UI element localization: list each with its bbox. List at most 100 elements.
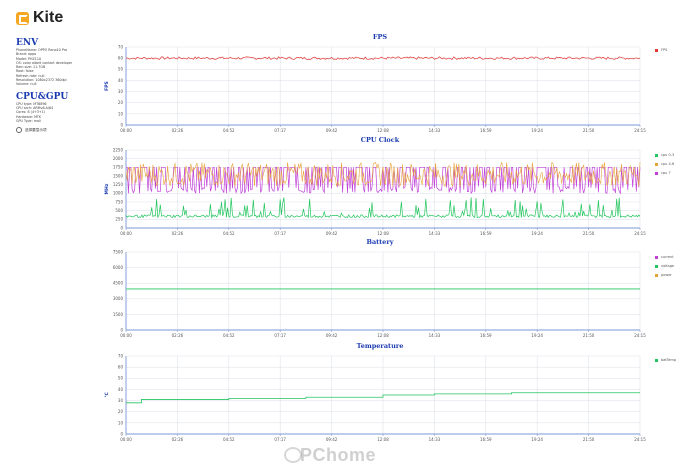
y-tick-label: 60	[118, 365, 124, 370]
y-tick-label: 0	[120, 122, 123, 127]
legend-swatch	[655, 255, 658, 259]
y-tick-label: 0	[120, 225, 123, 230]
x-tick-label: 09:42	[326, 128, 338, 133]
env-line: PhoneName: OPPO Reno10 Pro	[16, 48, 68, 52]
cpu-clock-plot: 2250 2000 1750 1500 1250 1000 750 500 250 000:00 0…	[104, 147, 646, 236]
y-tick-label: 3000	[113, 296, 124, 301]
cpugpu-line: CPU arch: ARMv8-A/64	[16, 105, 54, 110]
legend-item-cpu-0-3[interactable]: cpu 0-3	[655, 153, 674, 157]
cpu-legend: cpu 0-3 cpu 4-6 cpu 7	[655, 153, 674, 180]
legend-item-voltage[interactable]: voltage	[655, 264, 674, 268]
x-tick-label: 19:24	[531, 333, 543, 338]
y-tick-label: 50	[118, 376, 124, 381]
series-battemp	[126, 392, 640, 404]
series-cpu-0-3	[125, 197, 641, 219]
legend-item-cpu-4-6[interactable]: cpu 4-6	[655, 162, 674, 166]
x-tick-label: 12:08	[377, 128, 389, 133]
y-tick-label: 750	[115, 199, 123, 204]
device-info-panel: ENV PhoneName: OPPO Reno10 Pro Brand: op…	[16, 38, 111, 134]
x-tick-label: 12:08	[377, 437, 389, 442]
y-tick-label: 60	[118, 56, 124, 61]
y-tick-label: 1500	[113, 173, 124, 178]
kite-logo-icon	[16, 11, 29, 25]
legend-swatch	[655, 162, 658, 166]
y-tick-label: 6000	[113, 265, 124, 270]
radio-icon[interactable]	[16, 127, 22, 134]
y-tick-label: 50	[118, 67, 124, 72]
x-tick-label: 19:24	[531, 128, 543, 133]
cpu-clock-chart: CPU Clock 2250 2000 1750 1500 1250 1000 750 500…	[100, 136, 674, 240]
y-tick-label: 500	[115, 208, 123, 213]
y-tick-label: 2000	[113, 156, 124, 161]
cpugpu-line: Hardware: MTK	[16, 114, 42, 119]
x-tick-label: 00:00	[120, 231, 132, 236]
x-tick-label: 02:26	[172, 437, 184, 442]
x-tick-label: 12:08	[377, 231, 389, 236]
legend-label: power	[661, 273, 672, 277]
legend-item-fps[interactable]: FPS	[655, 48, 667, 52]
env-line: Volume: null	[16, 82, 37, 87]
legend-swatch	[655, 273, 658, 277]
y-tick-label: 2250	[113, 147, 124, 152]
y-tick-label: 70	[118, 44, 124, 49]
env-line: OS: color albeit contact developer	[16, 60, 73, 65]
x-tick-label: 07:17	[274, 231, 286, 236]
x-tick-label: 04:52	[223, 128, 235, 133]
x-tick-label: 24:15	[634, 333, 646, 338]
legend-item-power[interactable]: power	[655, 273, 674, 277]
x-tick-label: 21:50	[583, 437, 595, 442]
x-tick-label: 04:52	[223, 437, 235, 442]
x-tick-label: 04:52	[223, 333, 235, 338]
x-tick-label: 09:42	[326, 333, 338, 338]
legend-swatch	[655, 153, 658, 157]
y-tick-label: 30	[118, 398, 124, 403]
x-tick-label: 16:59	[480, 128, 492, 133]
env-title: ENV	[16, 38, 39, 48]
x-tick-label: 21:50	[583, 128, 595, 133]
fps-chart: FPS 70 60 50 40 30 20 10 0 00:00 02:26 04:52 07:17 0…	[100, 33, 667, 133]
x-tick-label: 21:50	[583, 231, 595, 236]
y-tick-label: 20	[118, 100, 124, 105]
legend-label: cpu 0-3	[661, 153, 675, 157]
x-tick-label: 09:42	[326, 437, 338, 442]
battery-legend: current voltage power	[655, 255, 674, 282]
select-display-option[interactable]: 选择要显示项	[16, 127, 111, 134]
x-tick-label: 14:33	[429, 128, 441, 133]
cpugpu-line: CPU type: MT6896	[16, 101, 47, 106]
x-tick-label: 00:00	[120, 333, 132, 338]
x-tick-label: 21:50	[583, 333, 595, 338]
x-tick-label: 07:17	[274, 437, 286, 442]
y-tick-label: 30	[118, 89, 124, 94]
y-tick-label: 20	[118, 409, 124, 414]
x-tick-label: 16:59	[480, 333, 492, 338]
y-tick-label: 0	[120, 327, 123, 332]
legend-item-battemp[interactable]: batTemp	[655, 358, 676, 362]
y-tick-label: 70	[118, 353, 124, 358]
x-tick-label: 00:00	[120, 128, 132, 133]
y-axis-label: ℃	[104, 392, 110, 398]
cpugpu-title: CPU&GPU	[16, 91, 69, 102]
x-tick-label: 24:15	[634, 231, 646, 236]
y-tick-label: 1000	[113, 191, 124, 196]
chart-title: Temperature	[356, 342, 404, 350]
legend-label: current	[661, 255, 674, 259]
temperature-chart: Temperature 70 60 50 40 30 20 10 0 00:00 02:26 04:…	[100, 342, 676, 446]
legend-label: batTemp	[661, 358, 677, 362]
y-tick-label: 10	[118, 111, 124, 116]
legend-label: voltage	[661, 264, 675, 268]
kite-logo-text: Kite	[33, 9, 64, 26]
fps-plot: 70 60 50 40 30 20 10 000:00 02:26 04:52 07:17 09:42…	[104, 44, 646, 133]
x-tick-label: 00:00	[120, 437, 132, 442]
legend-swatch	[655, 264, 658, 268]
temperature-legend: batTemp	[655, 358, 676, 367]
battery-plot: 7500 6000 4500 3000 1500 000:00 02:26 04:52 07:1…	[113, 249, 646, 338]
temperature-plot: 70 60 50 40 30 20 10 000:00 02:26 04:52 07:17 09:42…	[104, 353, 646, 442]
x-tick-label: 19:24	[531, 231, 543, 236]
legend-item-current[interactable]: current	[655, 255, 674, 259]
x-tick-label: 02:26	[172, 333, 184, 338]
x-tick-label: 04:52	[223, 231, 235, 236]
legend-item-cpu-7[interactable]: cpu 7	[655, 171, 674, 175]
x-tick-label: 14:33	[429, 231, 441, 236]
x-tick-label: 07:17	[274, 333, 286, 338]
x-tick-label: 14:33	[429, 333, 441, 338]
